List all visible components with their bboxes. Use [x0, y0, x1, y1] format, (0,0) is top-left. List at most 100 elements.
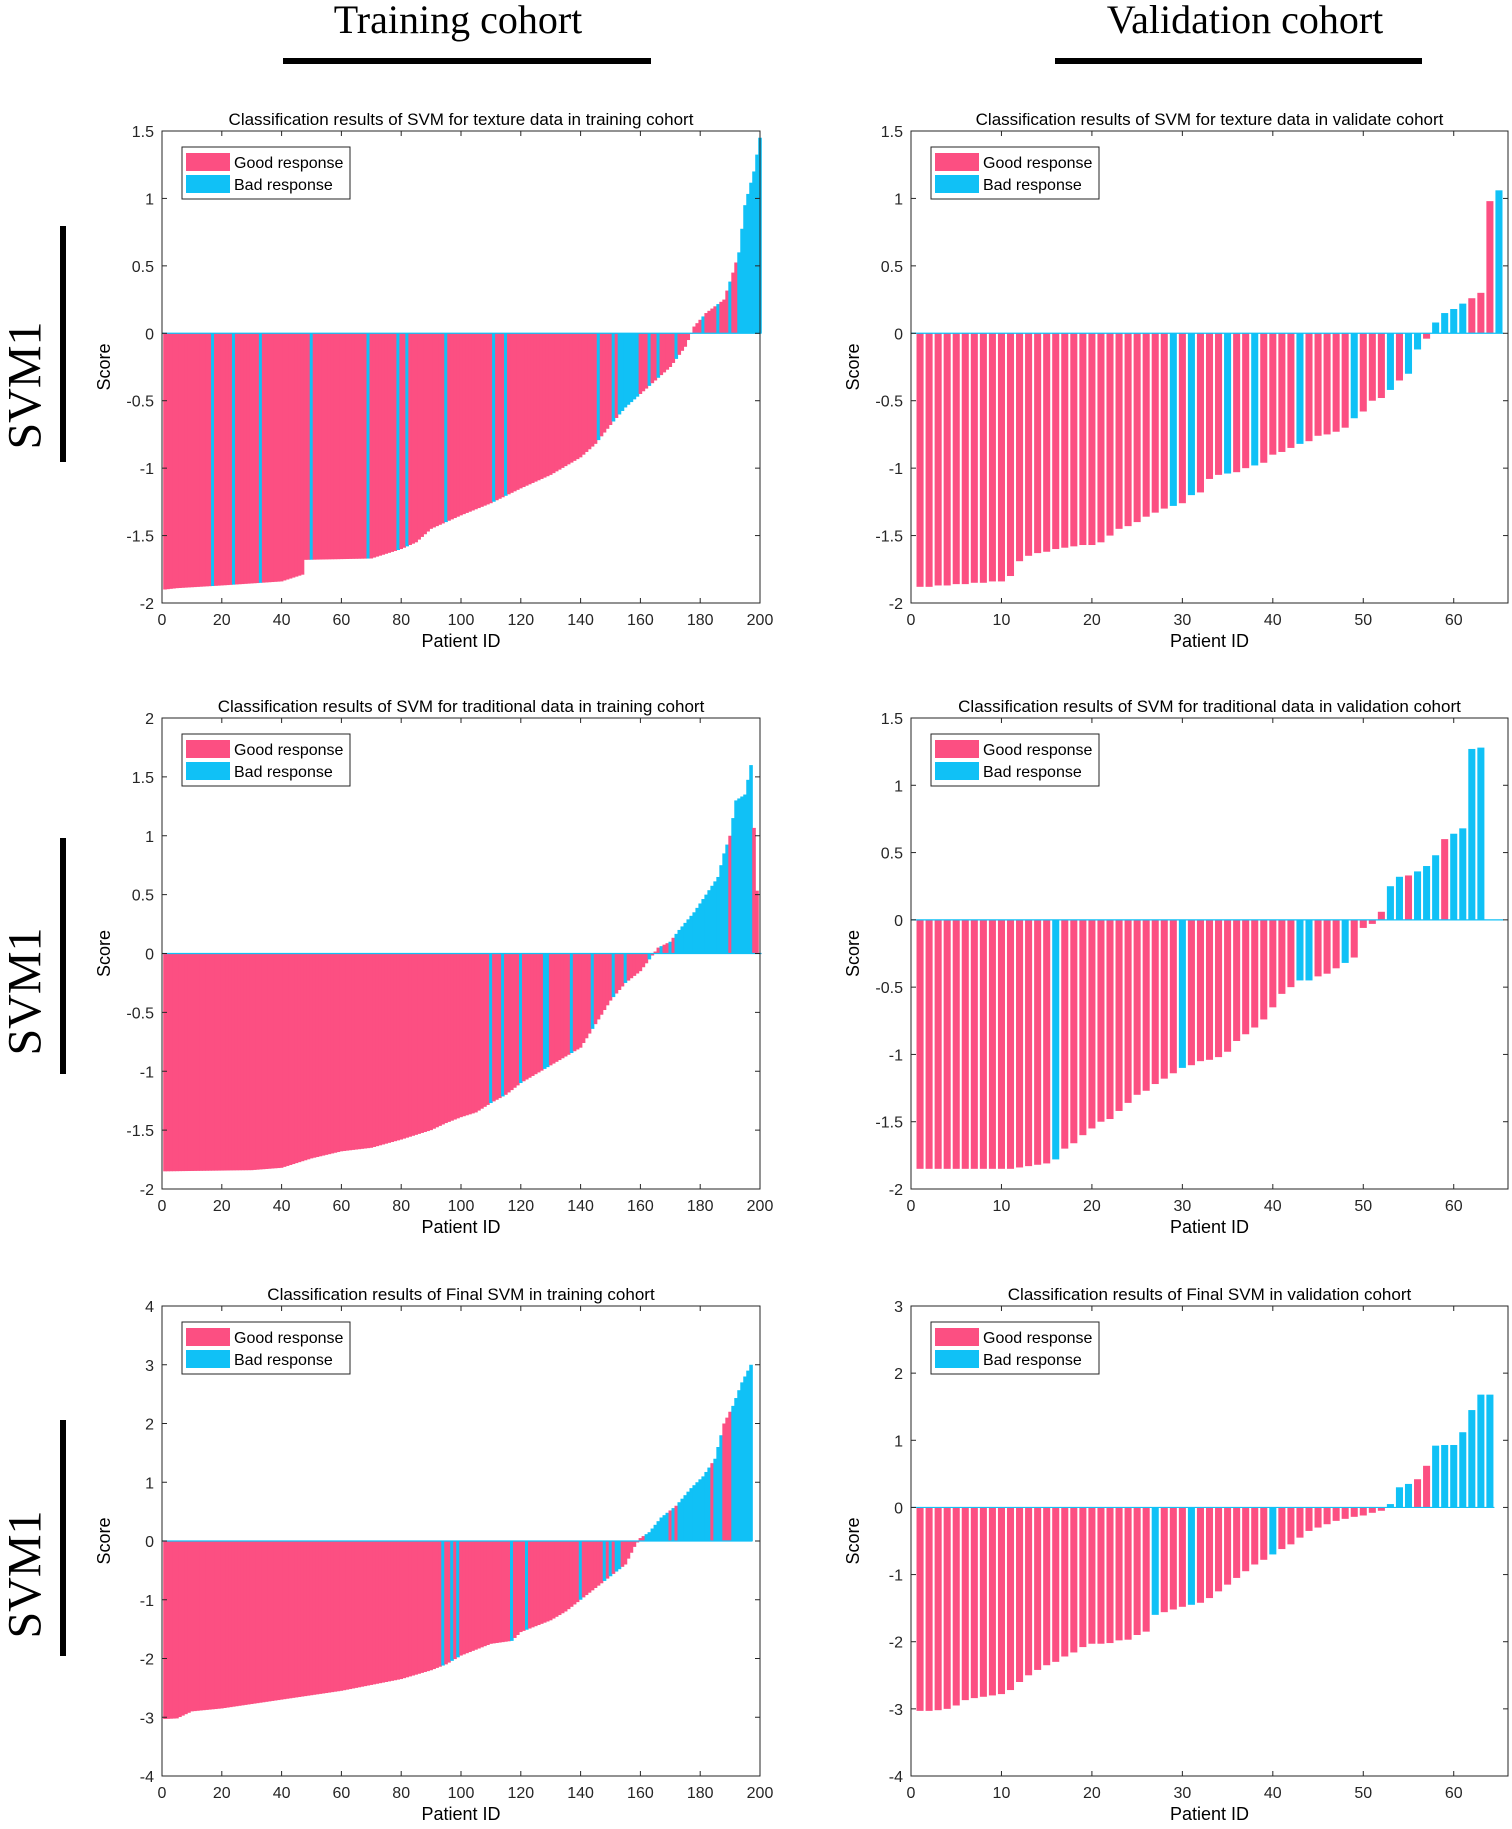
y-tick-label: -2 [140, 1652, 154, 1669]
bar-good-response [474, 333, 478, 510]
bar-bad-response [542, 953, 547, 1069]
bar-good-response [507, 333, 511, 495]
bar-good-response [339, 953, 344, 1152]
bar-bad-response [1441, 313, 1449, 334]
x-tick-label: 0 [907, 612, 916, 629]
bar-good-response [1061, 919, 1069, 1149]
bar-good-response [1006, 333, 1015, 577]
bar-good-response [285, 1541, 290, 1699]
bar-good-response [551, 1541, 556, 1619]
bar-good-response [315, 953, 320, 1157]
bar-bad-response [731, 1405, 735, 1542]
bar-good-response [1070, 1507, 1078, 1653]
bar-good-response [273, 953, 278, 1169]
bar-good-response [480, 1541, 484, 1648]
bar-good-response [710, 308, 714, 334]
bar-good-response [282, 953, 287, 1167]
bar-bad-response [1296, 919, 1304, 981]
bar-good-response [1160, 1507, 1168, 1613]
legend-label-bad: Bad response [234, 764, 333, 781]
bar-bad-response [492, 333, 496, 502]
x-axis-label: Patient ID [1170, 1217, 1249, 1237]
bar-good-response [1196, 919, 1204, 1062]
bar-good-response [166, 953, 170, 1172]
bar-good-response [444, 1541, 448, 1665]
bar-good-response [593, 333, 598, 444]
bar-bad-response [698, 1479, 702, 1541]
bar-good-response [575, 953, 580, 1050]
bar-good-response [1242, 1507, 1250, 1572]
bar-good-response [276, 1541, 281, 1701]
x-tick-label: 50 [1354, 1785, 1372, 1802]
y-tick-label: 0 [145, 1534, 154, 1551]
bar-good-response [303, 953, 308, 1161]
y-axis-label: Score [843, 1517, 863, 1564]
bar-good-response [199, 953, 203, 1171]
bar-bad-response [501, 953, 505, 1097]
bar-good-response [237, 1541, 242, 1706]
bar-good-response [369, 333, 374, 559]
bar-good-response [163, 953, 167, 1172]
legend-swatch-bad [186, 1350, 230, 1368]
bar-good-response [172, 1541, 176, 1719]
bar-good-response [372, 333, 377, 558]
bar-bad-response [444, 333, 448, 523]
bar-good-response [522, 333, 526, 488]
bar-good-response [288, 953, 293, 1165]
bar-good-response [1106, 919, 1114, 1120]
bar-bad-response [713, 881, 717, 954]
bar-good-response [578, 333, 583, 458]
bar-good-response [554, 333, 559, 472]
bar-good-response [659, 333, 664, 376]
bar-good-response [542, 1541, 547, 1623]
bar-good-response [704, 313, 708, 334]
x-tick-label: 60 [1445, 1785, 1463, 1802]
bar-good-response [231, 1541, 236, 1707]
bar-good-response [306, 953, 311, 1160]
bar-good-response [321, 333, 326, 560]
bar-bad-response [632, 333, 637, 400]
bar-good-response [1377, 911, 1385, 920]
bar-good-response [527, 333, 532, 485]
bar-good-response [635, 1541, 640, 1543]
bar-bad-response [1341, 919, 1349, 963]
bar-bad-response [677, 929, 682, 954]
bar-good-response [312, 953, 317, 1158]
bar-good-response [1359, 333, 1367, 412]
bar-good-response [1251, 1507, 1259, 1565]
y-tick-label: 0.5 [881, 846, 903, 863]
x-tick-label: 100 [448, 1785, 475, 1802]
bar-good-response [1468, 298, 1476, 334]
bar-good-response [423, 953, 427, 1133]
bar-good-response [477, 1541, 481, 1649]
bar-good-response [255, 1541, 260, 1704]
bar-good-response [312, 1541, 317, 1695]
bar-good-response [453, 1541, 457, 1660]
bar-good-response [220, 333, 224, 586]
bar-good-response [1088, 919, 1096, 1129]
bar-good-response [384, 953, 389, 1144]
bar-good-response [459, 953, 463, 1118]
bar-good-response [258, 953, 263, 1170]
bar-good-response [432, 333, 436, 528]
x-tick-label: 20 [1083, 612, 1101, 629]
legend-swatch-good [186, 1328, 230, 1346]
bar-bad-response [519, 953, 523, 1084]
bar-good-response [393, 1541, 398, 1681]
bar-good-response [211, 1541, 215, 1710]
bar-good-response [375, 333, 380, 557]
bar-good-response [288, 1541, 293, 1699]
legend-swatch-good [935, 740, 979, 758]
bar-good-response [306, 333, 311, 560]
bar-good-response [208, 1541, 212, 1710]
bar-good-response [258, 1541, 263, 1703]
bar-bad-response [623, 953, 628, 983]
bar-good-response [916, 1507, 924, 1711]
bar-good-response [223, 333, 227, 586]
bar-good-response [644, 333, 649, 389]
bar-good-response [279, 953, 284, 1168]
bar-good-response [294, 1541, 299, 1698]
bar-good-response [267, 953, 272, 1169]
bar-good-response [390, 953, 395, 1143]
bar-good-response [169, 333, 173, 589]
